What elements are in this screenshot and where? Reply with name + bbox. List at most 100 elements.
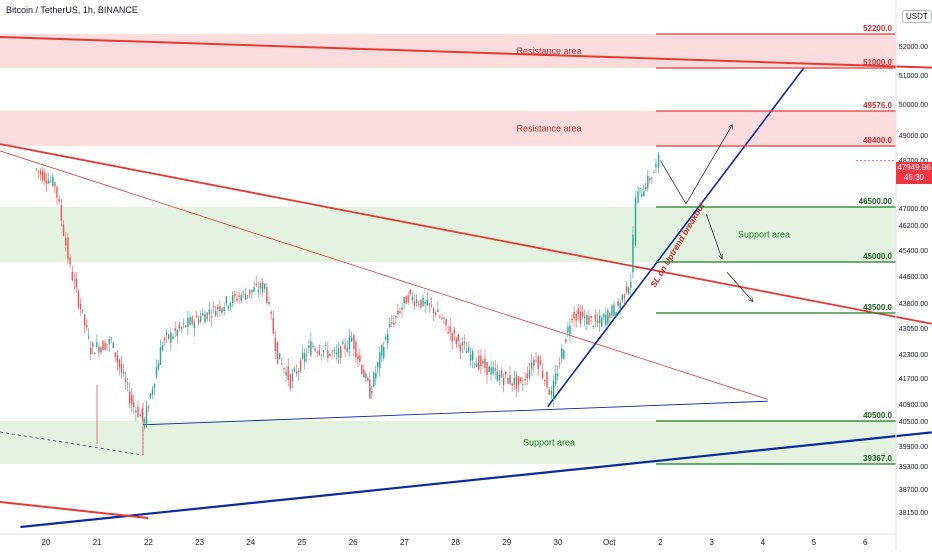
x-tick-label: 2 xyxy=(658,538,663,547)
x-tick-label: 30 xyxy=(554,538,563,547)
candle-body xyxy=(176,330,178,337)
candle-body xyxy=(373,372,375,387)
x-tick-label: 22 xyxy=(144,538,153,547)
candle-body xyxy=(530,362,533,369)
candle-body xyxy=(484,358,486,369)
candle-body xyxy=(242,291,245,293)
support-zone-label: Support area xyxy=(738,230,790,240)
candle-body xyxy=(492,367,494,374)
candle-body xyxy=(210,316,213,318)
candle-body xyxy=(304,353,306,363)
candle-body xyxy=(143,418,146,423)
currency-badge[interactable]: USDT xyxy=(902,10,932,23)
candle-body xyxy=(457,334,460,341)
candle-body xyxy=(172,336,174,340)
zones-layer: Resistance area Resistance area Support ar… xyxy=(0,34,896,464)
candle-body xyxy=(649,178,651,181)
descending-trend xyxy=(0,143,932,325)
candle-body xyxy=(348,335,351,349)
candle-body xyxy=(445,319,447,326)
x-tick-label: 28 xyxy=(451,538,460,547)
candle-body xyxy=(355,341,357,358)
candle-body xyxy=(170,332,172,343)
support-zone xyxy=(0,207,896,262)
candle-body xyxy=(58,198,60,202)
candle-body xyxy=(391,322,393,324)
candle-body xyxy=(424,302,426,305)
candle-body xyxy=(467,347,470,352)
candle-body xyxy=(87,336,90,338)
candle-body xyxy=(320,354,323,356)
level-label: 40500.0 xyxy=(863,411,892,420)
candle-body xyxy=(259,283,262,289)
candle-body xyxy=(451,333,453,342)
candle-body xyxy=(365,373,367,379)
x-tick-label: 6 xyxy=(863,538,868,547)
candle-body xyxy=(141,408,143,418)
candle-body xyxy=(515,375,518,389)
candle-body xyxy=(264,284,266,289)
candle-body xyxy=(85,324,88,328)
candle-body xyxy=(90,347,92,354)
candle-body xyxy=(539,360,542,365)
candle-body xyxy=(379,352,381,369)
candle-body xyxy=(653,172,655,173)
candle-body xyxy=(375,373,377,379)
candle-body xyxy=(108,339,110,344)
candle-body xyxy=(639,187,641,189)
projection-arrow xyxy=(660,160,687,204)
projection-arrow xyxy=(685,125,732,204)
candle-body xyxy=(422,297,424,306)
candle-body xyxy=(617,301,619,306)
last-price-countdown: 45:30 xyxy=(903,173,925,182)
candle-body xyxy=(413,301,416,306)
candle-body xyxy=(621,294,623,301)
candle-body xyxy=(517,376,520,385)
candle-body xyxy=(283,368,285,370)
candle-body xyxy=(340,346,342,359)
y-tick-label: 52000.00 xyxy=(899,44,928,51)
candle-body xyxy=(325,345,327,346)
candle-body xyxy=(281,363,283,365)
candle-body xyxy=(469,354,472,361)
candle-body xyxy=(494,368,496,371)
candle-body xyxy=(548,389,550,395)
resistance-zone-label: Resistance area xyxy=(516,124,581,134)
candles-layer xyxy=(35,151,660,456)
candle-body xyxy=(302,352,304,359)
candle-body xyxy=(353,334,355,350)
y-tick-label: 40900.00 xyxy=(899,402,928,409)
candle-body xyxy=(577,308,580,315)
candle-body xyxy=(447,331,449,334)
candle-body xyxy=(67,237,69,260)
candle-body xyxy=(246,294,249,296)
candle-body xyxy=(643,191,645,197)
candle-body xyxy=(569,325,571,335)
candle-body xyxy=(100,347,102,353)
candle-body xyxy=(212,305,215,307)
candle-body xyxy=(187,317,189,328)
candle-body xyxy=(480,355,482,367)
level-label: 52200.0 xyxy=(863,24,892,33)
candle-body xyxy=(490,367,492,375)
candle-body xyxy=(240,295,242,302)
candle-body xyxy=(238,295,240,297)
candle-body xyxy=(236,298,238,301)
level-label: 49576.0 xyxy=(863,101,892,110)
candle-body xyxy=(43,172,46,181)
candle-body xyxy=(598,315,601,324)
candle-body xyxy=(627,287,630,295)
candle-body xyxy=(337,348,340,358)
candle-body xyxy=(208,309,210,314)
candle-body xyxy=(133,402,135,407)
candle-body xyxy=(193,322,196,328)
candle-body xyxy=(106,344,108,346)
candle-body xyxy=(39,170,42,175)
candle-body xyxy=(219,306,221,312)
candle-body xyxy=(407,295,409,303)
candle-body xyxy=(435,313,437,315)
candle-body xyxy=(415,299,418,303)
candle-body xyxy=(278,353,281,360)
candle-body xyxy=(556,373,559,377)
